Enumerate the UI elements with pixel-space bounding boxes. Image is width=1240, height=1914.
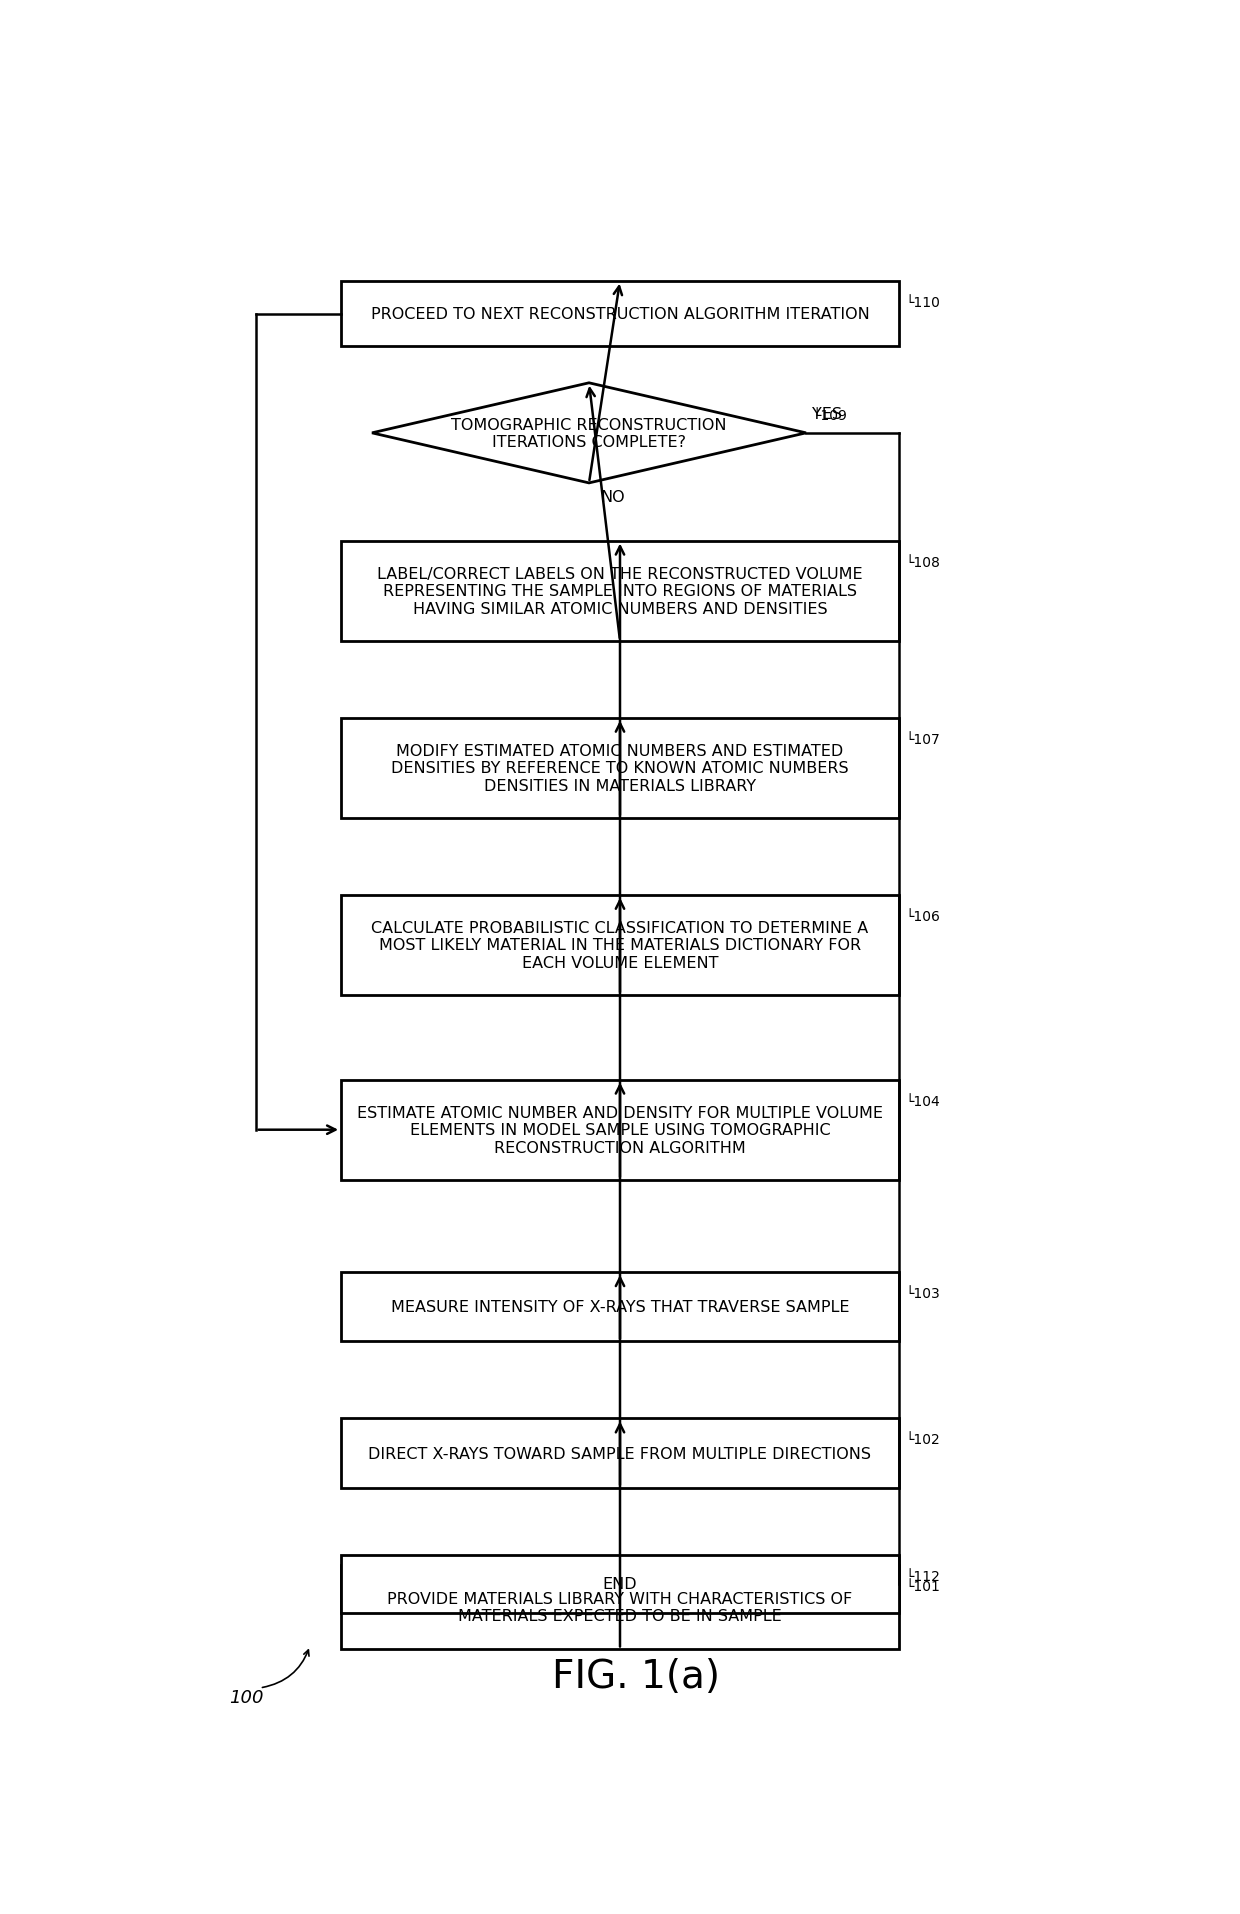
Text: TOMOGRAPHIC RECONSTRUCTION
ITERATIONS COMPLETE?: TOMOGRAPHIC RECONSTRUCTION ITERATIONS CO… [451, 417, 727, 450]
FancyBboxPatch shape [341, 1079, 899, 1181]
Text: MEASURE INTENSITY OF X-RAYS THAT TRAVERSE SAMPLE: MEASURE INTENSITY OF X-RAYS THAT TRAVERS… [391, 1300, 849, 1315]
Polygon shape [372, 383, 806, 484]
FancyBboxPatch shape [341, 896, 899, 995]
Text: END: END [603, 1577, 637, 1592]
FancyBboxPatch shape [341, 1556, 899, 1614]
Text: └107: └107 [905, 733, 940, 746]
Text: └109: └109 [812, 408, 847, 423]
Text: MODIFY ESTIMATED ATOMIC NUMBERS AND ESTIMATED
DENSITIES BY REFERENCE TO KNOWN AT: MODIFY ESTIMATED ATOMIC NUMBERS AND ESTI… [391, 743, 849, 792]
Text: LABEL/CORRECT LABELS ON THE RECONSTRUCTED VOLUME
REPRESENTING THE SAMPLE INTO RE: LABEL/CORRECT LABELS ON THE RECONSTRUCTE… [377, 567, 863, 616]
FancyBboxPatch shape [341, 1273, 899, 1342]
Text: └110: └110 [905, 295, 940, 310]
Text: 100: 100 [228, 1688, 263, 1705]
Text: FIG. 1(a): FIG. 1(a) [552, 1658, 719, 1696]
Text: └106: └106 [905, 909, 940, 923]
Text: PROVIDE MATERIALS LIBRARY WITH CHARACTERISTICS OF
MATERIALS EXPECTED TO BE IN SA: PROVIDE MATERIALS LIBRARY WITH CHARACTER… [387, 1591, 853, 1623]
FancyBboxPatch shape [341, 1418, 899, 1487]
Text: NO: NO [600, 490, 625, 505]
Text: PROCEED TO NEXT RECONSTRUCTION ALGORITHM ITERATION: PROCEED TO NEXT RECONSTRUCTION ALGORITHM… [371, 306, 869, 322]
Text: └112: └112 [905, 1569, 940, 1583]
Text: CALCULATE PROBABILISTIC CLASSIFICATION TO DETERMINE A
MOST LIKELY MATERIAL IN TH: CALCULATE PROBABILISTIC CLASSIFICATION T… [371, 921, 869, 970]
FancyBboxPatch shape [341, 281, 899, 346]
Text: DIRECT X-RAYS TOWARD SAMPLE FROM MULTIPLE DIRECTIONS: DIRECT X-RAYS TOWARD SAMPLE FROM MULTIPL… [368, 1445, 872, 1460]
FancyBboxPatch shape [341, 718, 899, 819]
Text: └101: └101 [905, 1579, 940, 1592]
FancyBboxPatch shape [341, 1566, 899, 1650]
FancyBboxPatch shape [341, 542, 899, 641]
Text: ESTIMATE ATOMIC NUMBER AND DENSITY FOR MULTIPLE VOLUME
ELEMENTS IN MODEL SAMPLE : ESTIMATE ATOMIC NUMBER AND DENSITY FOR M… [357, 1104, 883, 1154]
Text: YES: YES [812, 408, 842, 423]
Text: └103: └103 [905, 1286, 940, 1300]
Text: └102: └102 [905, 1432, 940, 1447]
Text: └108: └108 [905, 555, 940, 568]
Text: └104: └104 [905, 1095, 940, 1108]
